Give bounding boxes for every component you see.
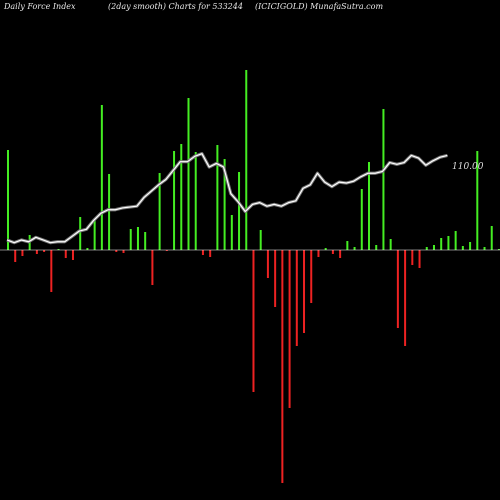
force-bar bbox=[7, 150, 9, 250]
force-bar bbox=[144, 232, 147, 250]
chart-title: Daily Force Index bbox=[4, 2, 76, 11]
force-bar bbox=[158, 173, 161, 250]
price-line bbox=[6, 153, 448, 244]
force-bar bbox=[469, 242, 472, 250]
force-bar bbox=[440, 238, 443, 250]
force-bar bbox=[396, 250, 399, 328]
force-bar bbox=[151, 250, 154, 285]
force-bar bbox=[382, 109, 385, 250]
force-bar bbox=[368, 162, 370, 250]
force-bar bbox=[353, 247, 356, 250]
force-bar bbox=[209, 250, 212, 257]
force-bar bbox=[57, 249, 60, 250]
force-bar bbox=[454, 231, 457, 250]
force-bar bbox=[497, 249, 500, 250]
force-bar bbox=[86, 248, 89, 250]
force-bar bbox=[303, 250, 306, 333]
force-bar bbox=[122, 250, 125, 253]
force-bar bbox=[324, 248, 327, 250]
force-bar bbox=[71, 250, 74, 260]
force-bar bbox=[252, 250, 255, 392]
price-label: 110.00 bbox=[452, 162, 484, 172]
force-bar bbox=[187, 98, 190, 250]
force-bar bbox=[50, 250, 53, 292]
force-bar bbox=[14, 250, 17, 262]
price-line-shadow bbox=[6, 152, 448, 245]
force-bar bbox=[295, 250, 298, 346]
force-bar bbox=[35, 250, 38, 254]
force-bar bbox=[317, 250, 320, 257]
force-bar bbox=[230, 215, 233, 250]
force-bar bbox=[418, 250, 421, 268]
force-bar bbox=[346, 241, 349, 250]
force-bar bbox=[425, 247, 428, 250]
force-bar bbox=[288, 250, 291, 408]
force-bar bbox=[129, 229, 132, 250]
force-bar bbox=[411, 250, 414, 265]
force-bar bbox=[223, 159, 226, 250]
force-bar bbox=[404, 250, 407, 346]
force-bar bbox=[216, 145, 219, 250]
force-bar bbox=[461, 246, 464, 250]
force-bar bbox=[331, 250, 334, 254]
force-bar bbox=[194, 152, 197, 250]
force-bar bbox=[108, 174, 111, 250]
force-bar bbox=[165, 250, 168, 251]
force-bar bbox=[360, 189, 363, 250]
force-bar bbox=[432, 245, 435, 250]
force-bar bbox=[43, 250, 46, 252]
force-bar bbox=[310, 250, 313, 303]
force-bar bbox=[259, 230, 262, 250]
force-bar bbox=[238, 172, 241, 250]
force-bar bbox=[389, 239, 392, 250]
chart-subtitle: (2day smooth) Charts for 533244 bbox=[108, 2, 243, 11]
force-bar bbox=[483, 247, 486, 250]
force-bar bbox=[79, 217, 82, 250]
force-bar bbox=[245, 70, 248, 250]
force-bar bbox=[115, 250, 118, 252]
force-bar bbox=[136, 227, 139, 250]
force-bar bbox=[64, 250, 67, 258]
chart-source: (ICICIGOLD) MunafaSutra.com bbox=[255, 2, 384, 11]
force-bar bbox=[173, 151, 176, 250]
force-bar bbox=[100, 105, 103, 250]
force-bar bbox=[281, 250, 284, 483]
force-bar bbox=[21, 250, 24, 256]
force-bar bbox=[339, 250, 342, 258]
force-bar bbox=[201, 250, 204, 255]
force-bar bbox=[476, 151, 479, 250]
force-bar bbox=[375, 245, 378, 250]
force-bar bbox=[490, 226, 493, 250]
force-bar bbox=[447, 236, 450, 250]
force-bar bbox=[266, 250, 269, 278]
force-bar bbox=[274, 250, 277, 307]
force-bar bbox=[93, 219, 96, 250]
force-bar bbox=[180, 144, 183, 250]
